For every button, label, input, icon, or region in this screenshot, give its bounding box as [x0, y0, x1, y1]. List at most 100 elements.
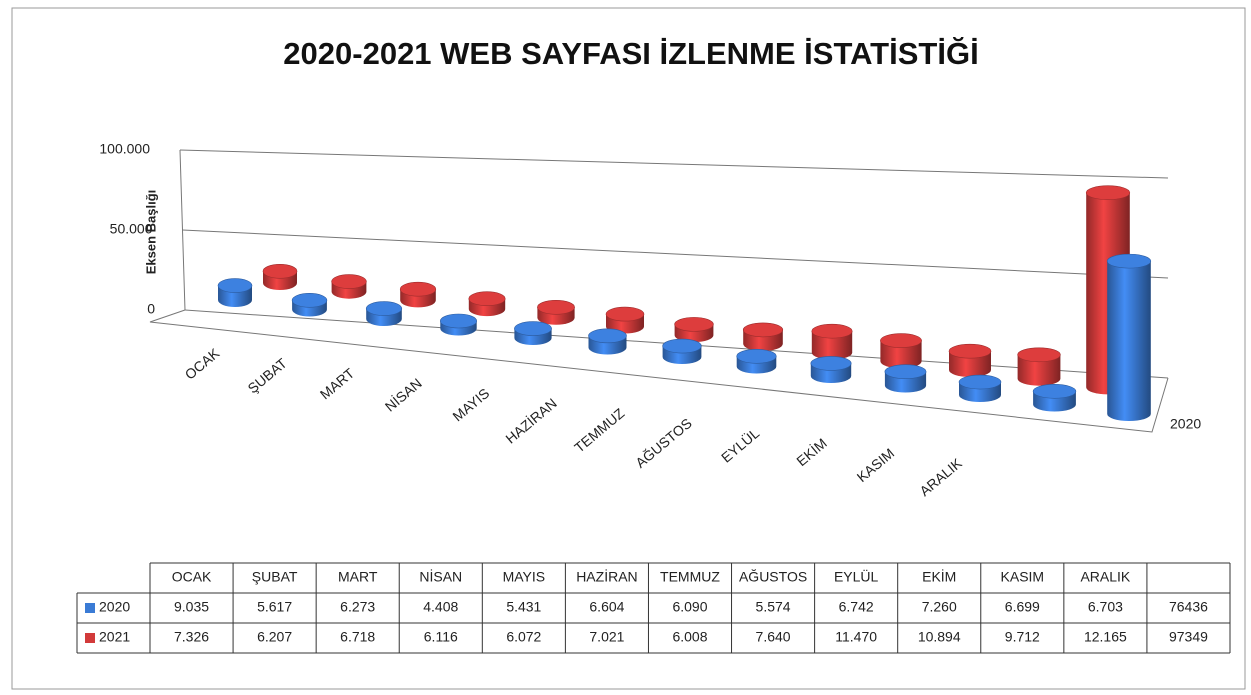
cylinder-body	[880, 340, 922, 369]
table-value: 7.260	[922, 599, 957, 615]
cylinder-top	[262, 263, 298, 279]
cylinder-top	[439, 313, 477, 329]
cylinder-top	[958, 374, 1002, 390]
table-value: 6.090	[672, 599, 707, 615]
legend-label: 2021	[99, 629, 130, 645]
x-tick-label: OCAK	[182, 344, 223, 382]
cylinder	[1017, 347, 1061, 386]
cylinder-top	[810, 356, 852, 371]
cylinder-top	[880, 333, 922, 348]
cylinder-top	[1017, 347, 1061, 363]
cylinder-top	[514, 321, 552, 336]
cylinder	[948, 343, 992, 377]
table-value: 5.617	[257, 599, 292, 615]
cylinder-top	[1106, 253, 1152, 269]
cylinder-body	[949, 351, 991, 377]
y-axis-title: Eksen Başlığı	[143, 190, 158, 275]
table-value: 4.408	[423, 599, 458, 615]
cylinder	[439, 313, 477, 336]
cylinder	[468, 291, 506, 317]
cylinder-top	[537, 299, 575, 315]
table-header: OCAK	[172, 569, 212, 585]
grid-line	[179, 149, 1169, 179]
legend-swatch	[85, 633, 95, 643]
x-tick-label: EYLÜL	[717, 424, 762, 466]
table-header: ARALIK	[1080, 569, 1130, 585]
cylinder	[262, 263, 298, 290]
cylinder	[742, 322, 784, 351]
table-value: 11.470	[835, 629, 877, 645]
cylinder	[1032, 384, 1077, 412]
cylinder	[810, 356, 852, 383]
table-value: 76436	[1169, 599, 1208, 615]
cylinder-top	[1032, 384, 1077, 399]
table-header: MAYIS	[503, 569, 546, 585]
x-tick-label: HAZİRAN	[502, 394, 560, 447]
cylinder-top	[1085, 185, 1131, 201]
y-tick-label: 50.000	[110, 221, 153, 237]
table-header: ŞUBAT	[252, 569, 298, 585]
cylinder-body	[811, 331, 853, 360]
table-header: HAZİRAN	[576, 568, 637, 585]
cylinder	[399, 281, 437, 308]
cylinder-top	[365, 301, 403, 316]
cylinder-top	[588, 328, 627, 344]
table-value: 6.207	[257, 629, 292, 645]
cylinder-top	[742, 322, 784, 338]
cylinder-body	[1107, 261, 1151, 421]
table-value: 6.699	[1005, 599, 1040, 615]
cylinder-top	[399, 281, 437, 297]
table-value: 7.640	[756, 629, 791, 645]
chart-title: 2020-2021 WEB SAYFASI İZLENME İSTATİSTİĞ…	[283, 36, 978, 71]
cylinder	[331, 274, 367, 299]
cylinder-top	[662, 338, 702, 354]
x-tick-label: TEMMUZ	[571, 405, 627, 456]
table-header: EKİM	[922, 568, 956, 585]
cylinder	[958, 374, 1002, 402]
table-header: MART	[338, 569, 378, 585]
table-value: 12.165	[1084, 629, 1127, 645]
table-header: KASIM	[1001, 569, 1045, 585]
cylinder	[662, 338, 702, 364]
table-value: 10.894	[918, 629, 961, 645]
cylinder-top	[468, 291, 506, 307]
x-tick-label: MART	[317, 365, 358, 403]
table-header: AĞUSTOS	[739, 569, 807, 585]
cylinder-top	[811, 323, 853, 339]
legend-swatch	[85, 603, 95, 613]
x-tick-label: NİSAN	[381, 374, 425, 415]
cylinder	[884, 364, 927, 393]
table-header: NİSAN	[419, 568, 462, 585]
table-value: 6.718	[340, 629, 375, 645]
cylinder-top	[674, 317, 714, 332]
table-value: 6.742	[839, 599, 874, 615]
cylinder	[880, 333, 922, 369]
table-value: 6.604	[589, 599, 624, 615]
grid-line	[182, 229, 1169, 279]
cylinder-top	[884, 364, 927, 380]
cylinder-top	[291, 293, 328, 308]
table-value: 5.431	[506, 599, 541, 615]
table-value: 6.008	[672, 629, 707, 645]
x-tick-label: AĞUSTOS	[632, 415, 695, 471]
table-value: 9.035	[174, 599, 209, 615]
table-value: 97349	[1169, 629, 1208, 645]
cylinder	[674, 317, 714, 343]
cylinder	[217, 278, 253, 307]
table-value: 6.072	[506, 629, 541, 645]
table-value: 6.116	[424, 629, 458, 645]
chart-border	[11, 7, 1246, 690]
cylinder	[605, 306, 645, 334]
cylinder	[1106, 253, 1152, 421]
legend-label: 2020	[99, 599, 130, 615]
table-header: TEMMUZ	[660, 569, 720, 585]
table-value: 6.273	[340, 599, 375, 615]
cylinder	[811, 323, 853, 360]
cylinder-top	[331, 274, 367, 289]
x-tick-label: KASIM	[854, 445, 898, 485]
cylinder-body	[1017, 354, 1061, 386]
x-tick-label: EKİM	[793, 434, 830, 469]
z-axis-label: 2020	[1170, 416, 1201, 432]
y-tick-label: 100.000	[99, 141, 150, 157]
